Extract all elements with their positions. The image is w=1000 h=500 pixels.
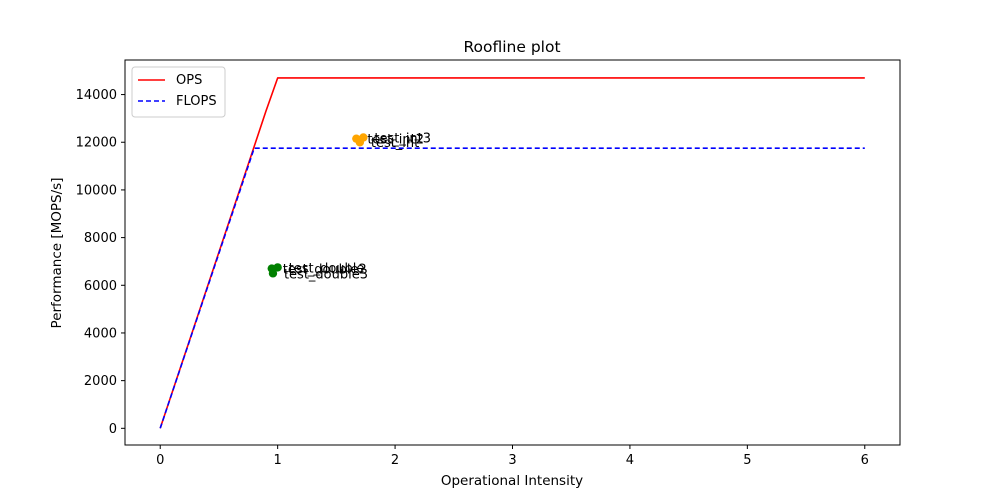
data-point: [352, 134, 361, 143]
y-tick-label: 0: [109, 422, 117, 437]
data-point-label: test_double2: [283, 263, 367, 278]
axes-frame: [124, 59, 901, 446]
y-tick-label: 12000: [76, 136, 117, 151]
legend-label-flops: FLOPS: [176, 94, 217, 109]
chart-title: Roofline plot: [463, 38, 560, 56]
x-tick-label: 6: [861, 453, 869, 468]
series-line-ops: [159, 77, 865, 429]
y-axis: 0 2000 4000 6000 8000 10000 12000 14000: [76, 88, 125, 437]
data-point-label: test_int: [371, 136, 419, 151]
data-point: [359, 133, 368, 142]
y-axis-title: Performance [MOPS/s]: [49, 178, 65, 329]
legend-label-ops: OPS: [176, 73, 202, 88]
data-point: [268, 269, 278, 278]
x-tick-label: 3: [508, 453, 516, 468]
data-point-label: test_double: [289, 261, 365, 276]
y-tick-label: 10000: [76, 183, 117, 198]
legend: OPS FLOPS: [131, 66, 226, 118]
data-point-label: test_double3: [284, 267, 368, 282]
y-tick-label: 6000: [84, 279, 117, 294]
x-tick-label: 5: [743, 453, 751, 468]
y-tick-label: 4000: [84, 326, 117, 341]
x-axis-title: Operational Intensity: [441, 473, 583, 489]
y-tick-label: 2000: [84, 374, 117, 389]
data-point-label: test_int3: [374, 131, 431, 146]
y-tick-label: 14000: [76, 88, 117, 103]
y-tick-label: 8000: [84, 231, 117, 246]
series-line-flops: [159, 147, 865, 429]
x-tick-label: 2: [391, 453, 399, 468]
x-tick-label: 4: [626, 453, 634, 468]
data-point-label: test_int2: [367, 133, 424, 148]
x-tick-label: 1: [274, 453, 282, 468]
x-axis: 0 1 2 3 4 5 6: [156, 445, 869, 468]
x-tick-label: 0: [156, 453, 164, 468]
